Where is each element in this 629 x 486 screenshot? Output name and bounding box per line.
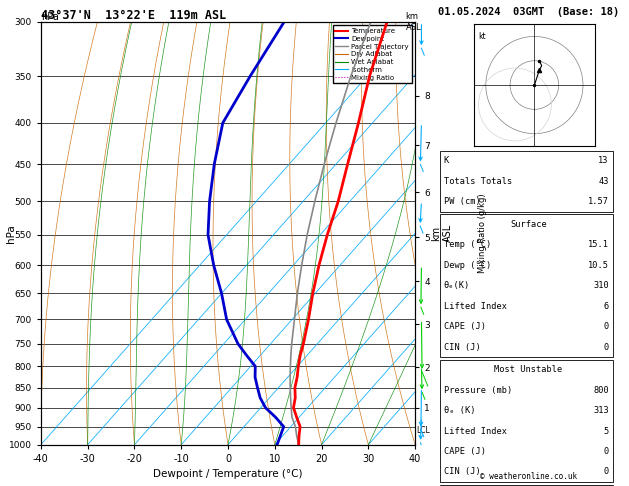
Text: θₑ (K): θₑ (K): [444, 406, 476, 415]
Text: 0: 0: [604, 343, 609, 351]
Text: Most Unstable: Most Unstable: [494, 365, 562, 374]
Text: 10.5: 10.5: [588, 261, 609, 270]
Text: CAPE (J): CAPE (J): [444, 447, 486, 456]
Text: Temp (°C): Temp (°C): [444, 241, 491, 249]
Text: CIN (J): CIN (J): [444, 468, 481, 476]
Text: 0: 0: [604, 447, 609, 456]
Text: 800: 800: [593, 386, 609, 395]
Text: Lifted Index: Lifted Index: [444, 427, 507, 435]
Bar: [440, 485, 613, 486]
Legend: Temperature, Dewpoint, Parcel Trajectory, Dry Adiabat, Wet Adiabat, Isotherm, Mi: Temperature, Dewpoint, Parcel Trajectory…: [333, 25, 411, 83]
Bar: [440, 151, 613, 212]
Y-axis label: km
ASL: km ASL: [431, 224, 453, 243]
Text: LCL: LCL: [416, 426, 430, 435]
Text: Mixing Ratio (g/kg): Mixing Ratio (g/kg): [478, 193, 487, 273]
Text: θₑ(K): θₑ(K): [444, 281, 470, 290]
X-axis label: Dewpoint / Temperature (°C): Dewpoint / Temperature (°C): [153, 469, 303, 479]
Text: 0: 0: [604, 322, 609, 331]
Text: 310: 310: [593, 281, 609, 290]
Text: © weatheronline.co.uk: © weatheronline.co.uk: [480, 472, 577, 481]
Bar: [440, 360, 613, 482]
Text: 43°37'N  13°22'E  119m ASL: 43°37'N 13°22'E 119m ASL: [41, 9, 226, 22]
Text: 5: 5: [604, 427, 609, 435]
Text: 1.57: 1.57: [588, 197, 609, 206]
Text: 15.1: 15.1: [588, 241, 609, 249]
Text: 01.05.2024  03GMT  (Base: 18): 01.05.2024 03GMT (Base: 18): [438, 7, 619, 17]
Text: PW (cm): PW (cm): [444, 197, 481, 206]
Text: CAPE (J): CAPE (J): [444, 322, 486, 331]
Text: 313: 313: [593, 406, 609, 415]
Text: 0: 0: [604, 468, 609, 476]
Text: hPa: hPa: [6, 224, 16, 243]
Text: Surface: Surface: [510, 220, 547, 229]
Text: hPa: hPa: [41, 12, 58, 22]
Text: Lifted Index: Lifted Index: [444, 302, 507, 311]
Bar: [440, 214, 613, 357]
Text: km
ASL: km ASL: [406, 12, 421, 32]
Text: 43: 43: [598, 177, 609, 186]
Text: Totals Totals: Totals Totals: [444, 177, 512, 186]
Text: K: K: [444, 156, 449, 165]
Text: CIN (J): CIN (J): [444, 343, 481, 351]
Text: Dewp (°C): Dewp (°C): [444, 261, 491, 270]
Text: 13: 13: [598, 156, 609, 165]
Text: Pressure (mb): Pressure (mb): [444, 386, 512, 395]
Text: 6: 6: [604, 302, 609, 311]
